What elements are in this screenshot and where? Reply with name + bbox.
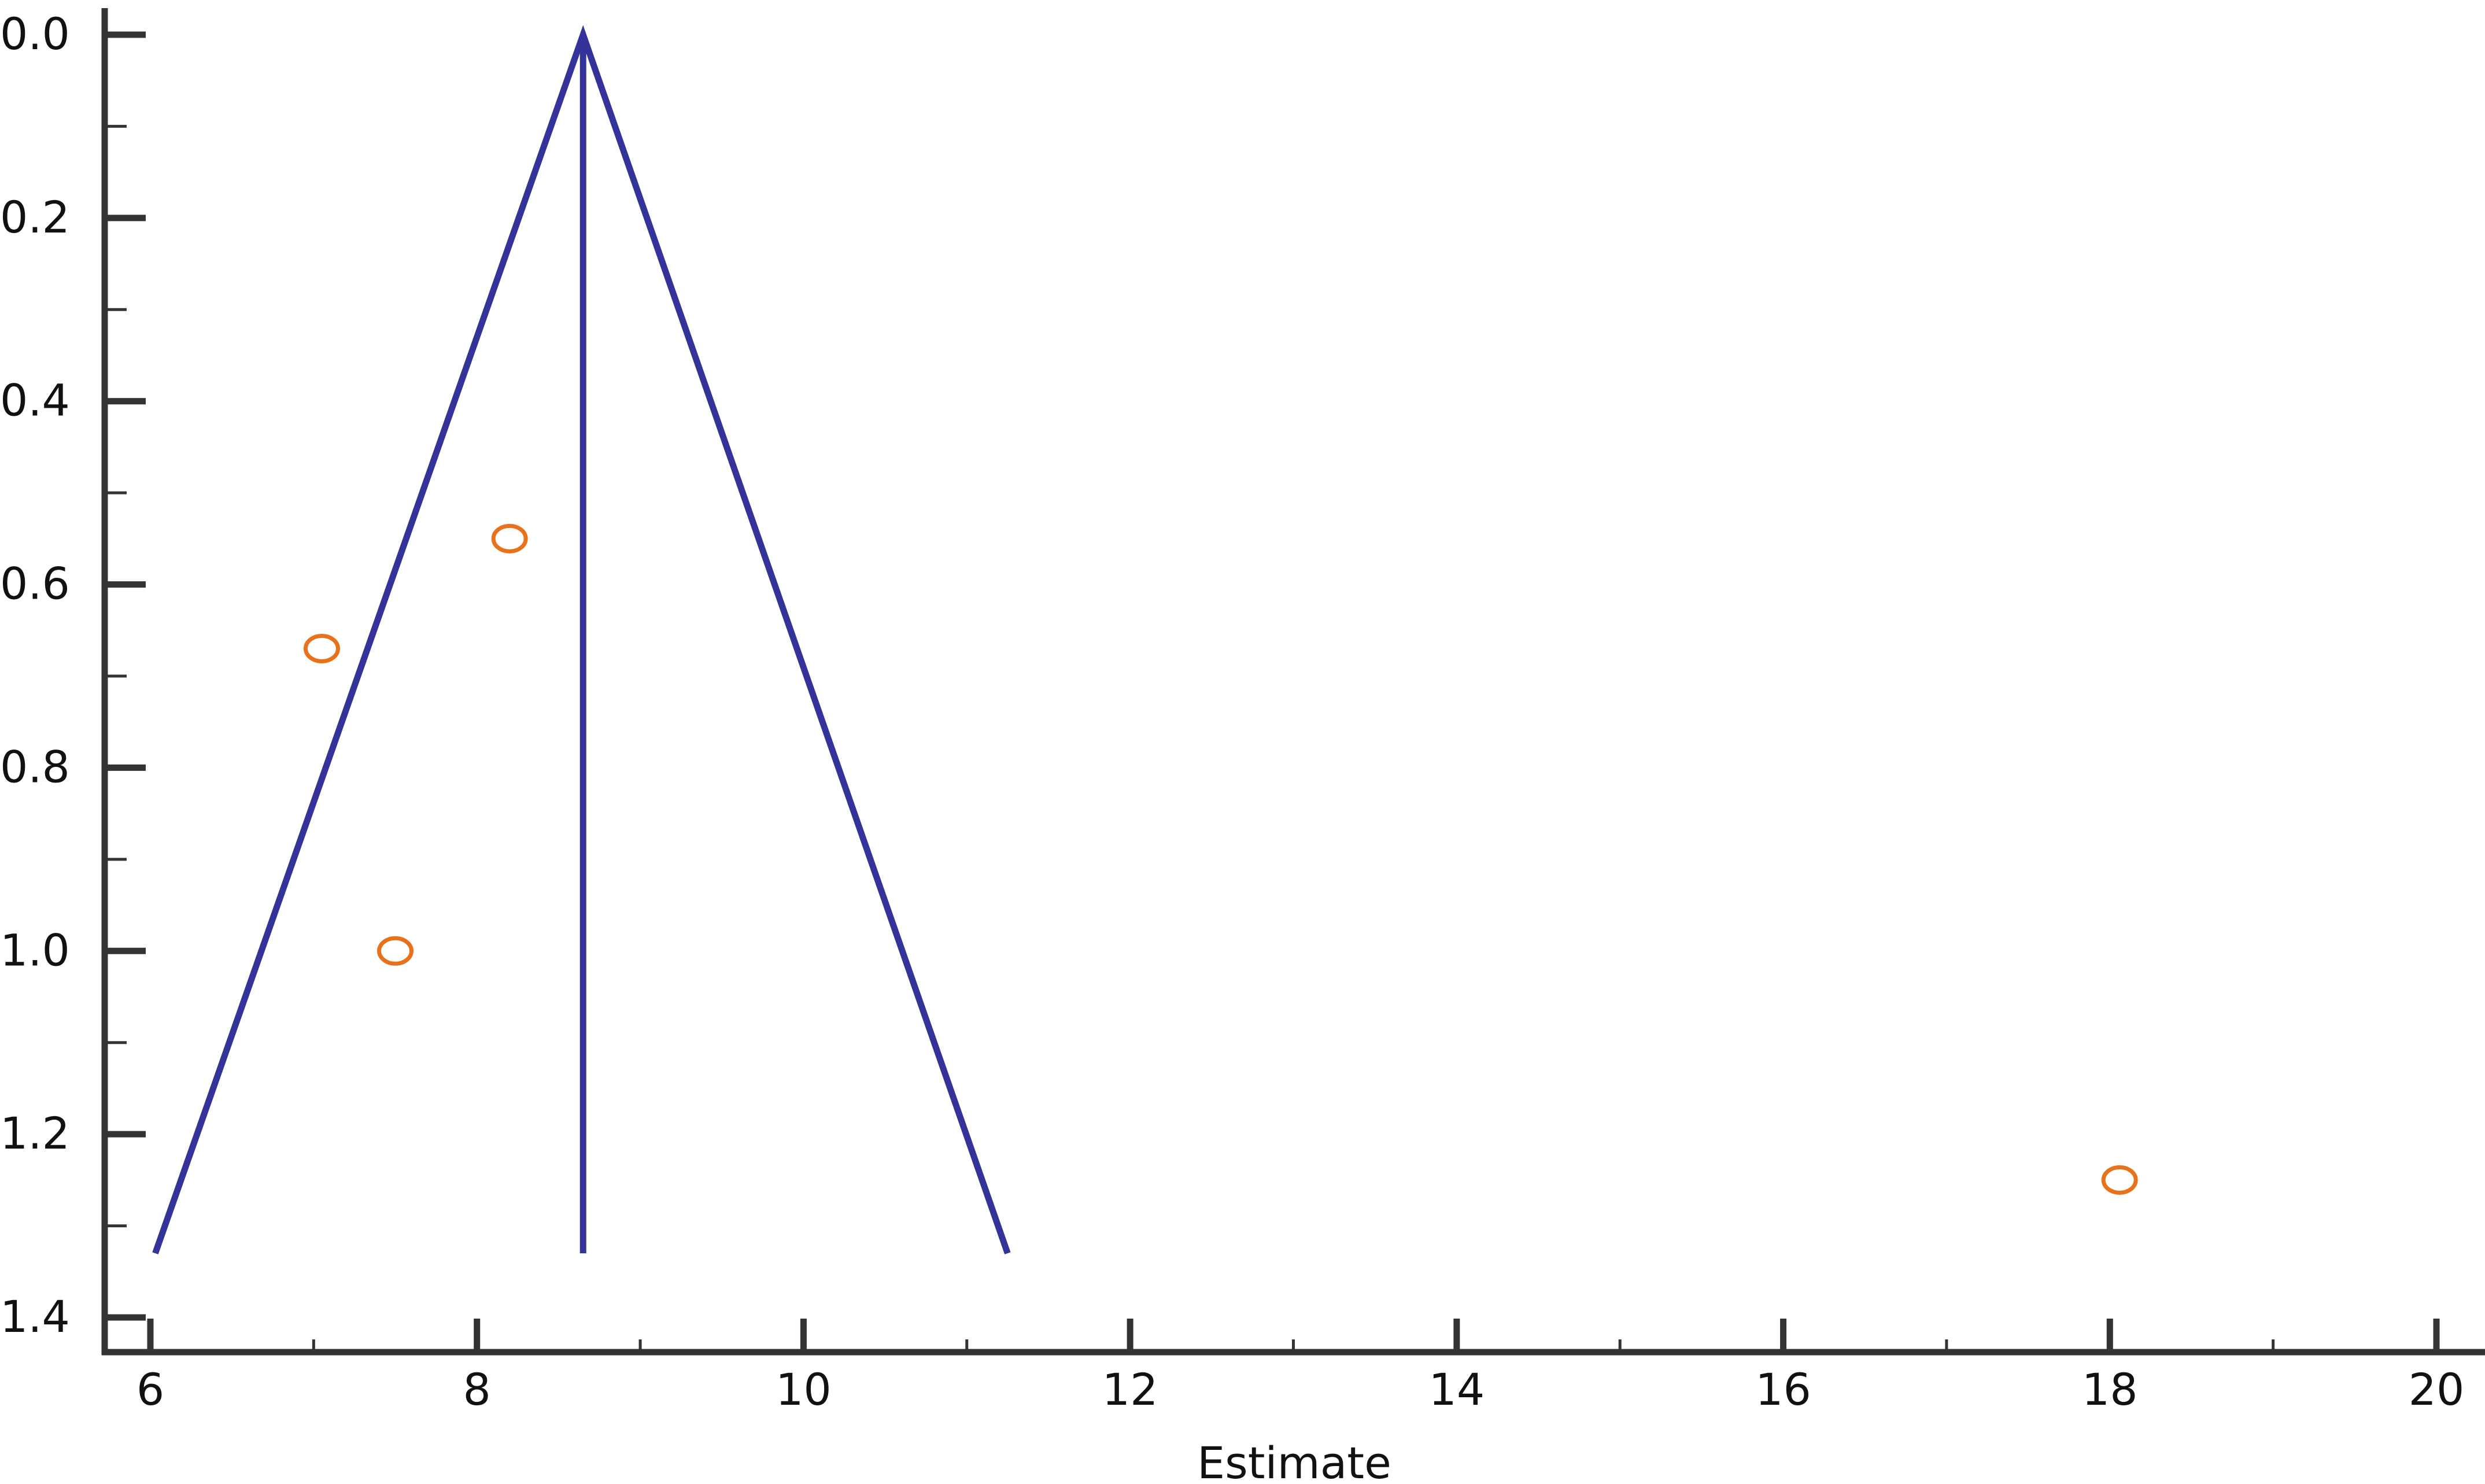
x-tick-label: 6 (136, 1364, 164, 1415)
y-tick-label: 1.2 (0, 1108, 70, 1159)
y-tick-label: 0.6 (0, 558, 70, 610)
study-point (303, 633, 340, 663)
x-tick-label: 16 (1755, 1364, 1811, 1415)
study-point (491, 523, 528, 553)
y-tick-label: 0.8 (0, 741, 70, 792)
x-tick-label: 20 (2409, 1364, 2465, 1415)
x-tick-label: 10 (776, 1364, 832, 1415)
y-tick-label: 0.2 (0, 191, 70, 243)
x-tick-label: 14 (1428, 1364, 1485, 1415)
x-tick-label: 8 (463, 1364, 491, 1415)
y-tick-label: 1.4 (0, 1291, 70, 1342)
x-tick-label: 12 (1102, 1364, 1158, 1415)
y-tick-label: 0.0 (0, 8, 70, 60)
study-point (377, 936, 414, 966)
x-tick-label: 18 (2082, 1364, 2138, 1415)
y-tick-label: 1.0 (0, 924, 70, 976)
y-tick-label: 0.4 (0, 375, 70, 426)
study-point (2101, 1165, 2138, 1195)
x-axis-label: Estimate (1197, 1437, 1391, 1484)
